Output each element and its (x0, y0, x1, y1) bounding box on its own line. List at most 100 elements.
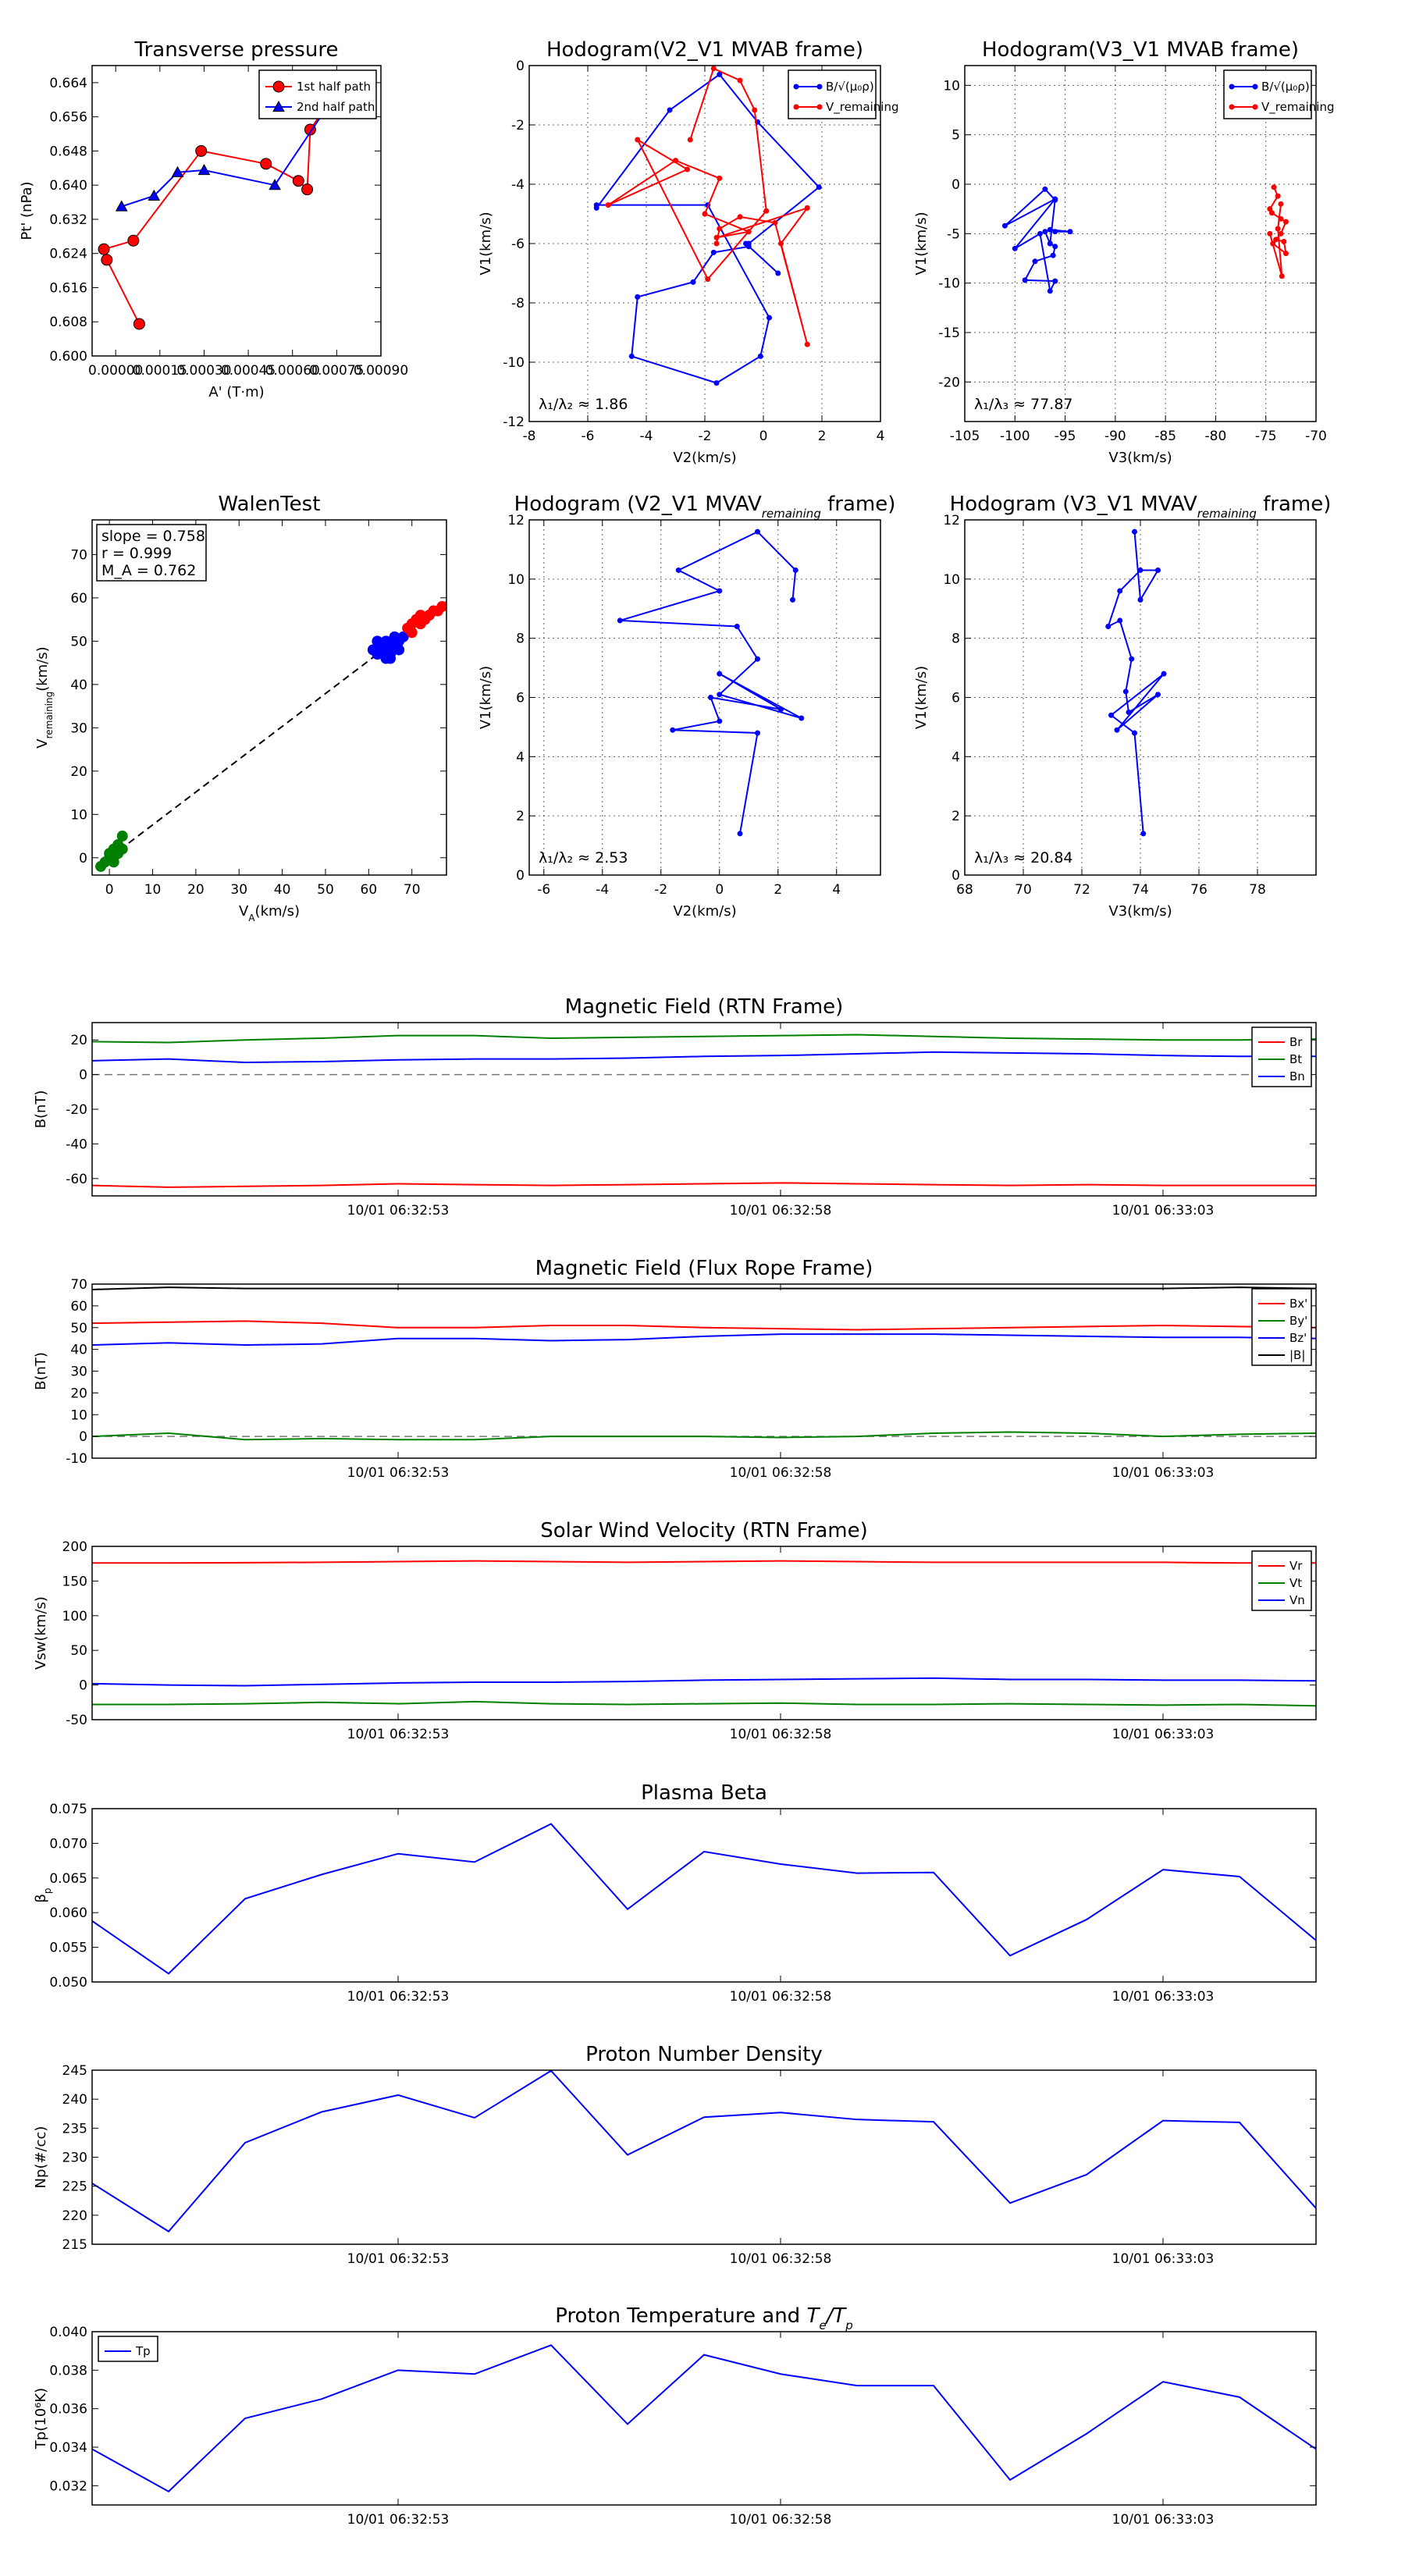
series-line-Br (92, 1182, 1316, 1188)
legend-marker (1229, 84, 1235, 90)
y-tick-label: 0.608 (49, 315, 87, 330)
chart-pt: 0.000000.000150.000300.000450.000600.000… (19, 38, 408, 400)
data-point (1279, 273, 1285, 279)
plot-area (92, 1023, 1316, 1196)
y-tick-label: -12 (503, 415, 525, 430)
legend-label: Vr (1289, 1559, 1303, 1573)
legend-box (788, 69, 877, 119)
data-point (804, 205, 810, 211)
data-point (1132, 730, 1137, 736)
y-tick-label: 0 (951, 868, 960, 884)
y-tick-label: -40 (66, 1137, 87, 1152)
data-point (385, 653, 397, 664)
data-point (372, 635, 383, 647)
data-point (1117, 617, 1123, 624)
data-point (687, 137, 693, 143)
y-tick-label: 30 (70, 720, 87, 736)
plot-area (92, 1546, 1316, 1720)
y-tick-label: 0.600 (49, 349, 87, 365)
y-tick-label: 20 (70, 1033, 87, 1048)
x-tick-label: 10/01 06:32:58 (730, 1989, 832, 2005)
series-line-Bt (92, 1034, 1316, 1044)
y-tick-label: -20 (938, 375, 960, 390)
data-point (737, 831, 743, 837)
series-line-Tp (92, 2344, 1316, 2492)
y-tick-label: 0.648 (49, 144, 87, 159)
series-line-B/sqrt(mu0 rho) (596, 73, 820, 384)
data-point (1052, 244, 1058, 250)
data-point (605, 202, 611, 208)
y-tick-label: 50 (70, 634, 87, 649)
data-point (380, 639, 392, 651)
y-tick-label: 0.075 (49, 1802, 87, 1817)
chart-title: Hodogram(V3_V1 MVAB frame) (982, 38, 1299, 62)
data-point (197, 163, 211, 176)
data-point (1267, 230, 1273, 237)
data-point (1037, 230, 1043, 237)
data-point (737, 77, 743, 84)
chart-h21: -8 -6 -4 -2 0 2 4 -12 -10 -8 -6 -4 -2 0 Hodogram(V2_V1… (478, 38, 899, 466)
y-tick-label: 40 (70, 678, 87, 693)
y-tick-label: -15 (938, 326, 960, 341)
y-tick-label: 0.065 (49, 1871, 87, 1887)
data-point (745, 229, 752, 235)
data-point (745, 240, 752, 247)
x-tick-label: 4 (832, 882, 841, 898)
y-axis-label: Vsw(km/s) (33, 1596, 49, 1670)
x-tick-label: 10/01 06:33:03 (1112, 1727, 1215, 1742)
data-point (1001, 222, 1008, 229)
x-tick-label: 72 (1073, 882, 1090, 898)
legend-marker (1252, 84, 1258, 90)
x-tick-label: 10/01 06:32:53 (347, 1465, 450, 1481)
chart-title: Proton Temperature and Te/Tp (555, 2304, 853, 2332)
y-tick-label: 0.050 (49, 1975, 87, 1991)
y-tick-label: 100 (62, 1609, 87, 1624)
legend-label: Vt (1289, 1576, 1302, 1590)
legend-label: |B| (1289, 1348, 1305, 1362)
data-point (1140, 831, 1147, 837)
data-point (1012, 245, 1018, 251)
y-tick-label: 0.032 (49, 2478, 87, 2494)
data-point (101, 254, 113, 266)
y-tick-label: 0.038 (49, 2363, 87, 2379)
x-tick-label: 10/01 06:32:53 (347, 2251, 450, 2267)
y-axis-label: V1(km/s) (478, 212, 494, 275)
y-tick-label: -2 (511, 118, 525, 133)
y-axis-label: V1(km/s) (913, 212, 930, 275)
data-point (1114, 727, 1120, 733)
y-tick-label: 6 (516, 691, 525, 706)
annotation-box (96, 524, 207, 582)
data-point (1278, 201, 1284, 207)
legend-box (1223, 69, 1312, 119)
legend-marker (793, 84, 799, 90)
y-tick-label: 200 (62, 1539, 87, 1555)
data-point (778, 706, 784, 713)
y-tick-label: 12 (507, 513, 525, 528)
y-tick-label: 0 (79, 1429, 87, 1445)
series-line-V (1107, 532, 1165, 834)
data-point (1047, 226, 1053, 233)
data-point (804, 341, 810, 347)
data-point (108, 852, 119, 863)
data-layer (92, 1286, 1316, 1441)
y-tick-label: 30 (70, 1364, 87, 1380)
data-point (713, 380, 720, 386)
y-tick-label: 0.055 (49, 1941, 87, 1956)
x-tick-label: 2 (818, 429, 827, 444)
data-point (1052, 197, 1058, 203)
data-point (1282, 251, 1289, 257)
x-tick-label: -105 (950, 429, 980, 444)
data-point (635, 137, 641, 143)
data-point (423, 610, 435, 621)
data-layer (1001, 184, 1289, 294)
data-point (799, 715, 805, 721)
y-tick-label: -10 (938, 276, 960, 292)
y-tick-label: 240 (62, 2092, 87, 2108)
annotation-line: r = 0.999 (101, 545, 172, 562)
data-point (717, 175, 723, 181)
data-point (1129, 656, 1135, 662)
x-tick-label: 10/01 06:32:58 (730, 2512, 832, 2528)
data-point (763, 208, 770, 214)
y-tick-label: 0.060 (49, 1905, 87, 1921)
